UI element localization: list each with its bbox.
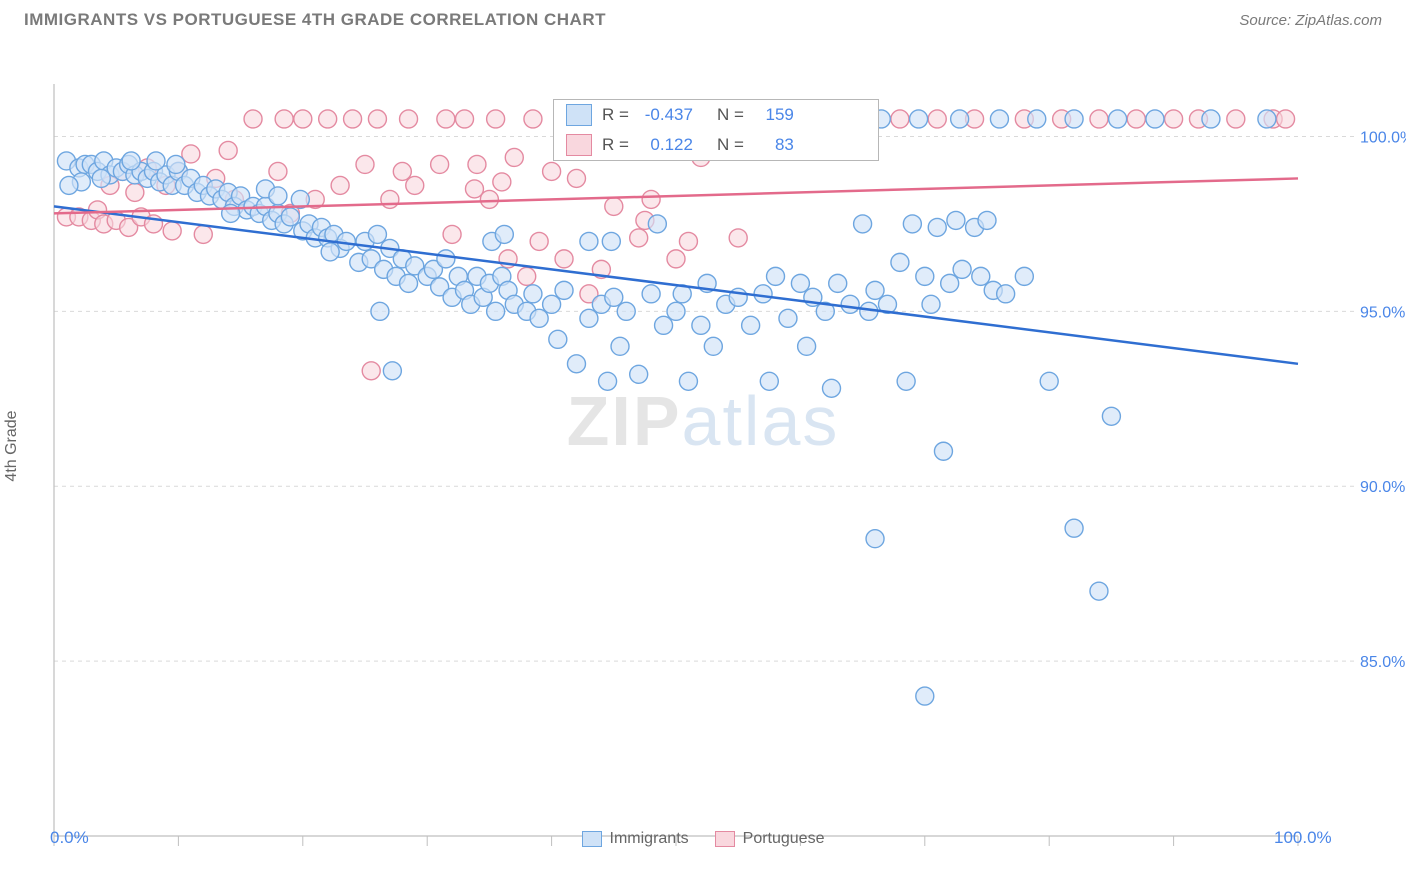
n-value: 83 [754, 135, 794, 155]
series-legend: Immigrants Portuguese [0, 830, 1406, 848]
n-label: N = [717, 105, 744, 125]
svg-text:90.0%: 90.0% [1360, 479, 1405, 496]
legend-swatch-icon [566, 134, 592, 156]
legend-item-portuguese: Portuguese [715, 830, 825, 848]
svg-text:85.0%: 85.0% [1360, 654, 1405, 671]
legend-label-portuguese: Portuguese [743, 830, 825, 848]
source-name: ZipAtlas.com [1295, 12, 1382, 29]
svg-text:95.0%: 95.0% [1360, 304, 1405, 321]
chart-area: 4th Grade 85.0%90.0%95.0%100.0% ZIPatlas… [0, 36, 1406, 856]
n-value: 159 [754, 105, 794, 125]
source-prefix: Source: [1239, 12, 1295, 29]
chart-title: IMMIGRANTS VS PORTUGUESE 4TH GRADE CORRE… [24, 10, 606, 30]
n-label: N = [717, 135, 744, 155]
y-axis-label: 4th Grade [3, 410, 21, 481]
legend-item-immigrants: Immigrants [582, 830, 689, 848]
legend-label-immigrants: Immigrants [610, 830, 689, 848]
correlation-row: R = -0.437 N = 159 [554, 100, 878, 130]
correlation-row: R = 0.122 N = 83 [554, 130, 878, 160]
svg-text:100.0%: 100.0% [1360, 129, 1406, 146]
legend-swatch-portuguese [715, 831, 735, 847]
r-value: -0.437 [639, 105, 693, 125]
r-value: 0.122 [639, 135, 693, 155]
correlation-legend: R = -0.437 N = 159 R = 0.122 N = 83 [553, 99, 879, 161]
r-label: R = [602, 135, 629, 155]
source-label: Source: ZipAtlas.com [1239, 12, 1382, 29]
legend-swatch-immigrants [582, 831, 602, 847]
r-label: R = [602, 105, 629, 125]
chart-header: IMMIGRANTS VS PORTUGUESE 4TH GRADE CORRE… [0, 0, 1406, 36]
legend-swatch-icon [566, 104, 592, 126]
